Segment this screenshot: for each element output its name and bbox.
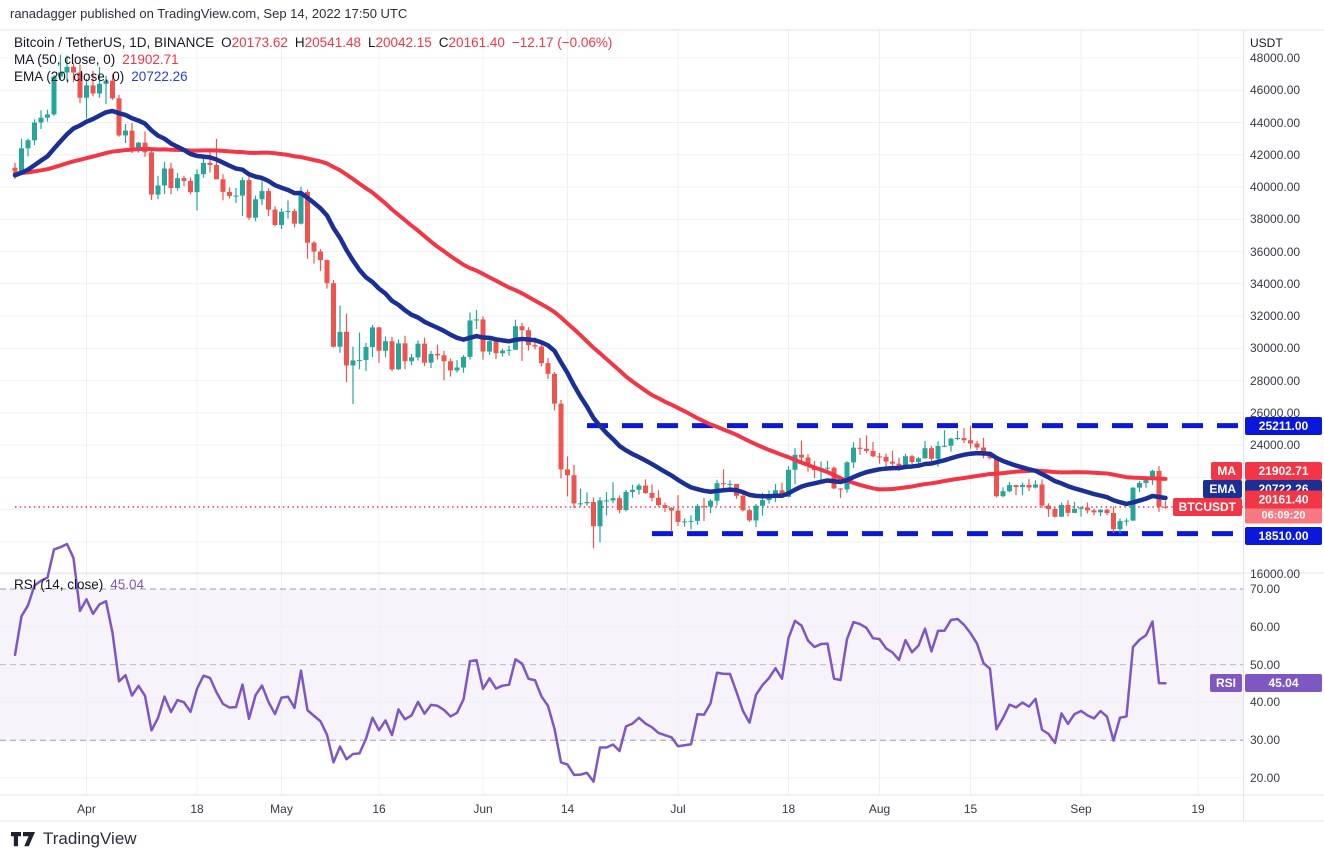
price-axis-tick: 46000.00 [1250,83,1301,98]
time-axis-tick: Aug [868,802,891,816]
time-axis-tick: Sep [1070,802,1092,816]
ohlc-item: O20173.62 [221,35,288,50]
ma-price-label: 21902.71 [1245,462,1322,480]
time-axis-tick: 18 [190,802,204,816]
rsi-axis-tick: 40.00 [1250,695,1281,710]
symbol-title: Bitcoin / TetherUS, 1D, BINANCE [14,35,215,50]
ohlc-item: H20541.48 [294,35,361,50]
attribution-text: ranadagger published on TradingView.com,… [10,6,408,21]
price-axis-tick: 30000.00 [1250,341,1301,356]
tradingview-logo[interactable]: TradingView [10,828,137,850]
price-axis-tick: 32000.00 [1250,309,1301,324]
tradingview-logo-text: TradingView [43,829,137,848]
rsi-axis-tick: 20.00 [1250,771,1281,785]
rsi-axis-tick: 60.00 [1250,619,1281,634]
ema-label: EMA (20, close, 0) [14,69,125,84]
ma-label: MA (50, close, 0) [14,52,116,67]
symbol-name-label: BTCUSDT [1172,498,1242,516]
ma-value: 21902.71 [122,52,179,67]
ema-legend-row[interactable]: EMA (20, close, 0) 20722.26 [14,69,188,84]
time-axis-tick: 14 [560,802,575,816]
bar-countdown: 06:09:20 [1245,508,1322,524]
price-axis-tick: 42000.00 [1250,147,1301,162]
ohlc-values: O20173.62 H20541.48 L20042.15 C20161.40 [221,35,505,50]
time-axis-tick: 18 [781,802,796,816]
rsi-name-label: RSI [1209,674,1242,693]
ema-value: 20722.26 [131,69,188,84]
rsi-value: 45.04 [110,577,145,592]
time-axis-tick: Apr [77,802,96,816]
price-axis-tick: 38000.00 [1250,212,1301,227]
price-axis-tick: 48000.00 [1250,51,1301,65]
time-axis-tick: 19 [1191,802,1205,816]
support-price-label: 18510.00 [1245,527,1322,545]
price-axis-tick: 36000.00 [1250,244,1301,259]
price-axis-tick: 34000.00 [1250,276,1301,291]
change-value: −12.17 (−0.06%) [511,35,613,50]
rsi-legend-row[interactable]: RSI (14, close) 45.04 [14,577,144,592]
ohlc-item: C20161.40 [438,35,505,50]
time-axis-tick: 15 [963,802,978,816]
ohlc-item: L20042.15 [367,35,432,50]
time-axis-tick: Jun [473,802,493,816]
symbol-legend-row[interactable]: Bitcoin / TetherUS, 1D, BINANCE O20173.6… [14,35,612,50]
price-axis-tick: 26000.00 [1250,405,1301,420]
price-axis-tick: 44000.00 [1250,115,1301,130]
resistance-price-label: 25211.00 [1245,416,1322,435]
ema-name-label: EMA [1203,480,1242,498]
time-axis-tick: May [270,802,293,816]
time-axis-tick: Jul [670,802,686,816]
rsi-value-label: 45.04 [1245,674,1322,693]
rsi-label: RSI (14, close) [14,577,104,592]
price-axis-tick: 16000.00 [1250,567,1301,582]
last-price-label: 20161.40 06:09:20 [1245,490,1322,524]
time-axis-tick: 16 [372,802,386,816]
price-axis-tick: 40000.00 [1250,180,1301,195]
ma-name-label: MA [1211,462,1242,480]
rsi-axis-tick: 50.00 [1250,657,1281,672]
rsi-axis-tick: 30.00 [1250,733,1281,748]
price-axis-tick: 28000.00 [1250,373,1301,388]
rsi-axis-tick: 70.00 [1250,582,1281,596]
price-axis-unit: USDT [1250,36,1283,50]
tradingview-logo-icon [11,832,35,847]
price-axis-tick: 24000.00 [1250,438,1301,453]
ma-legend-row[interactable]: MA (50, close, 0) 21902.71 [14,52,179,67]
